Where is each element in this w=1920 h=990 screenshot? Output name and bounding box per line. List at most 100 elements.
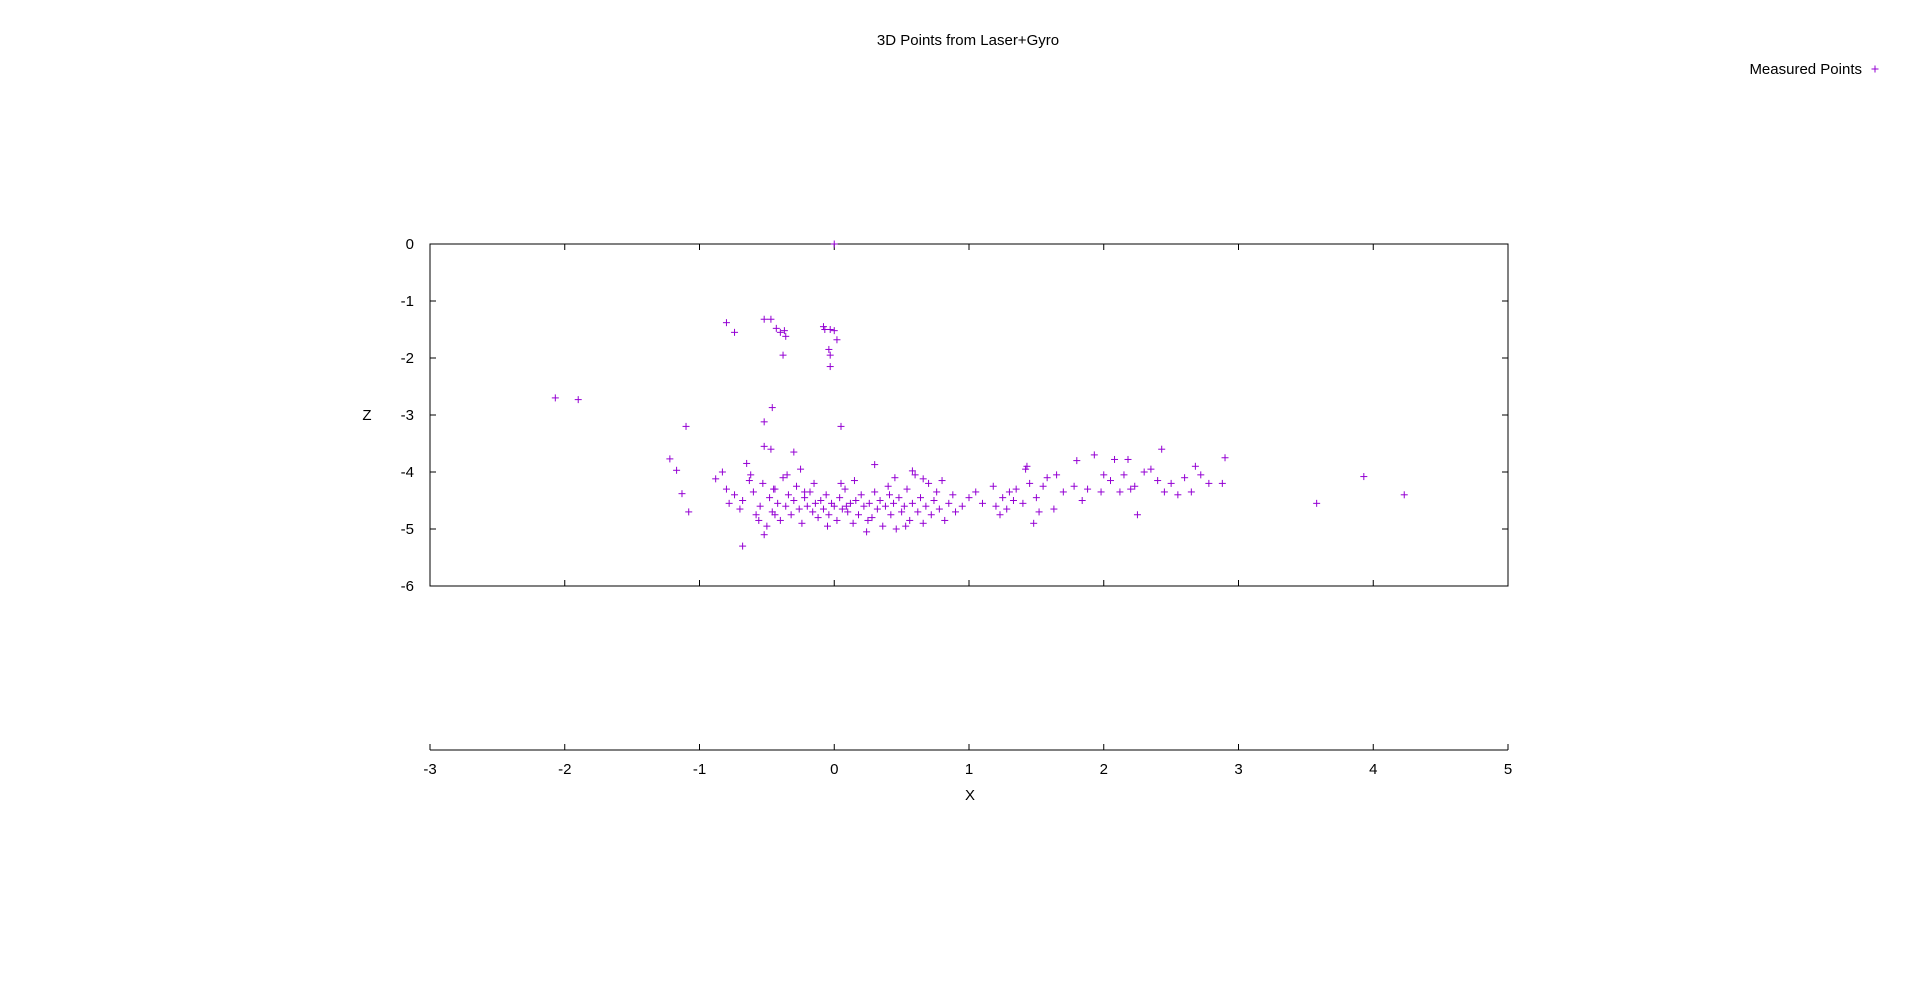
- data-point: [756, 502, 764, 510]
- data-point: [763, 522, 771, 530]
- legend-label: Measured Points: [1749, 61, 1862, 78]
- x-tick-label: -2: [558, 761, 571, 778]
- data-point: [837, 479, 845, 487]
- data-point: [1205, 479, 1213, 487]
- data-point: [822, 491, 830, 499]
- data-point: [809, 508, 817, 516]
- legend: Measured Points: [1749, 61, 1879, 78]
- y-tick-label: -3: [401, 407, 414, 424]
- x-tick-label: 2: [1100, 761, 1108, 778]
- data-point: [685, 508, 693, 516]
- data-point: [776, 328, 784, 336]
- data-point: [1035, 508, 1043, 516]
- data-point: [790, 448, 798, 456]
- data-points: [551, 240, 1408, 550]
- data-point: [798, 519, 806, 527]
- data-point: [772, 324, 780, 332]
- data-point: [759, 479, 767, 487]
- data-point: [673, 466, 681, 474]
- data-point: [908, 499, 916, 507]
- data-point: [842, 502, 850, 510]
- data-point: [722, 319, 730, 327]
- data-point: [850, 477, 858, 485]
- data-point: [978, 499, 986, 507]
- data-point: [678, 490, 686, 498]
- data-point: [1127, 485, 1135, 493]
- data-point: [830, 240, 838, 248]
- data-point: [1154, 477, 1162, 485]
- y-tick-label: -4: [401, 464, 414, 481]
- data-point: [945, 499, 953, 507]
- data-point: [879, 522, 887, 530]
- data-point: [731, 328, 739, 336]
- data-point: [949, 491, 957, 499]
- data-point: [767, 445, 775, 453]
- data-point: [895, 494, 903, 502]
- y-tick-label: 0: [406, 236, 414, 253]
- data-point: [1191, 462, 1199, 470]
- data-point: [760, 531, 768, 539]
- data-point: [793, 482, 801, 490]
- data-point: [739, 497, 747, 504]
- data-point: [1131, 482, 1139, 490]
- data-point: [745, 477, 753, 485]
- y-tick-label: -1: [401, 293, 414, 310]
- data-point: [768, 404, 776, 412]
- data-point: [801, 488, 809, 496]
- data-point: [860, 502, 868, 510]
- data-point: [876, 497, 884, 504]
- data-point: [1090, 451, 1098, 459]
- data-point: [900, 502, 908, 510]
- x-axis-label: X: [965, 787, 975, 804]
- data-point: [1133, 511, 1141, 519]
- data-point: [1106, 477, 1114, 485]
- data-point: [747, 471, 755, 479]
- data-point: [783, 471, 791, 479]
- data-point: [774, 499, 782, 507]
- data-point: [864, 516, 872, 524]
- data-point: [1158, 445, 1166, 453]
- data-point: [825, 345, 833, 353]
- data-point: [1005, 488, 1013, 496]
- data-point: [770, 485, 778, 493]
- data-point: [574, 396, 582, 404]
- data-point: [1070, 482, 1078, 490]
- x-tick-label: 1: [965, 761, 973, 778]
- data-point: [938, 477, 946, 485]
- data-point: [779, 351, 787, 359]
- data-point: [1009, 497, 1017, 504]
- data-point: [811, 499, 819, 507]
- data-point: [787, 511, 795, 519]
- data-point: [1039, 482, 1047, 490]
- data-point: [1059, 488, 1067, 496]
- data-point: [782, 502, 790, 510]
- data-point: [833, 336, 841, 344]
- chart-title: 3D Points from Laser+Gyro: [877, 32, 1059, 49]
- data-point: [784, 491, 792, 499]
- data-point: [1400, 491, 1408, 499]
- data-point: [1032, 494, 1040, 502]
- data-point: [916, 494, 924, 502]
- data-point: [992, 502, 1000, 510]
- data-point: [771, 511, 779, 519]
- data-point: [989, 482, 997, 490]
- x-tick-label: -3: [423, 761, 436, 778]
- data-point: [718, 468, 726, 476]
- data-point: [849, 519, 857, 527]
- data-point: [898, 508, 906, 516]
- data-point: [810, 479, 818, 487]
- data-point: [830, 327, 838, 335]
- data-point: [941, 516, 949, 524]
- data-point: [760, 442, 768, 450]
- data-point: [752, 511, 760, 519]
- data-point: [1167, 479, 1175, 487]
- data-point: [1124, 455, 1132, 463]
- y-axis-label: Z: [362, 407, 371, 424]
- data-point: [857, 491, 865, 499]
- data-point: [922, 502, 930, 510]
- data-point: [817, 497, 825, 504]
- data-point: [1140, 468, 1148, 476]
- data-point: [743, 459, 751, 467]
- data-point: [868, 514, 876, 522]
- data-point: [731, 491, 739, 499]
